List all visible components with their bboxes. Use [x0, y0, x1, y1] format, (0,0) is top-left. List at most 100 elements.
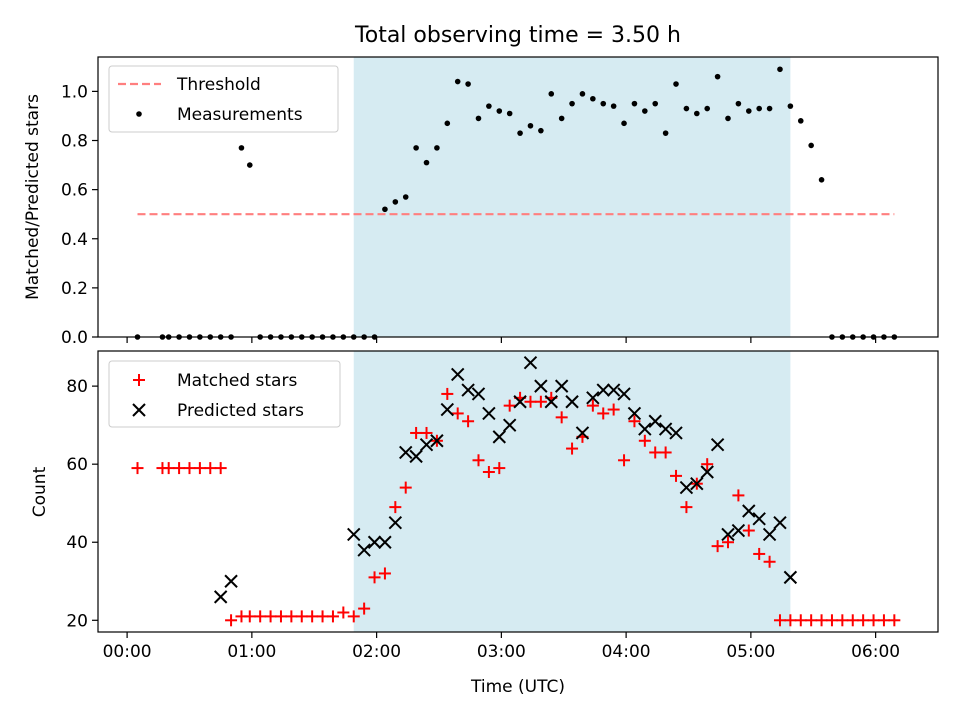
predicted-point: [575, 426, 590, 440]
top-ytick-tick-label: 1.0: [61, 82, 88, 102]
bottom-ytick-tick-label: 80: [66, 377, 88, 397]
xtick-label: 00:00: [103, 642, 152, 662]
matched-point: [399, 481, 412, 494]
measurement-point: [465, 81, 471, 87]
matched-point: [607, 403, 620, 416]
bottom-ytick-tick-label: 20: [66, 611, 88, 631]
matched-point: [295, 610, 308, 623]
matched-point: [243, 610, 256, 623]
matched-point: [254, 610, 267, 623]
measurement-point: [694, 110, 700, 117]
matched-point: [784, 614, 797, 627]
matched-point: [368, 571, 381, 584]
matched-point: [358, 602, 371, 615]
predicted-point: [742, 504, 756, 518]
measurement-point: [238, 145, 245, 151]
legend-threshold-label: Threshold: [176, 75, 261, 95]
matched-point: [306, 610, 319, 623]
bottom-legend: Matched stars Predicted stars: [108, 360, 341, 428]
matched-point: [805, 614, 818, 627]
measurement-point: [517, 130, 523, 136]
measurement-point: [246, 162, 253, 168]
bottom-shaded-interval: [353, 351, 791, 632]
predicted-point: [565, 395, 579, 409]
matched-point: [214, 462, 227, 475]
xtick-label: 03:00: [477, 642, 526, 662]
bottom-y-axis-label: Count: [30, 466, 50, 517]
measurement-point: [392, 199, 399, 205]
top-ytick-tick-label: 0.4: [61, 230, 88, 250]
matched-point: [274, 610, 287, 623]
matched-point: [225, 614, 238, 627]
matched-point: [410, 426, 423, 439]
measurement-point: [548, 91, 555, 97]
matched-point: [659, 446, 672, 459]
measurement-point: [454, 78, 461, 85]
predicted-point: [357, 543, 371, 557]
top-ytick-tick-label: 0.8: [61, 132, 88, 152]
legend-predicted-swatch: [132, 403, 146, 417]
measurement-point: [642, 108, 648, 114]
predicted-point: [762, 527, 777, 542]
predicted-point: [502, 418, 517, 432]
xtick-label: 04:00: [602, 642, 651, 662]
top-ytick-tick-label: 0.2: [61, 279, 88, 299]
xtick-label: 01:00: [227, 642, 276, 662]
predicted-point: [399, 445, 413, 460]
top-ytick-tick-label: 0.0: [61, 328, 88, 348]
predicted-point: [461, 383, 475, 397]
matched-point: [566, 442, 579, 455]
matched-point: [326, 610, 339, 623]
measurement-point: [745, 108, 752, 114]
measurement-point: [766, 105, 773, 112]
predicted-point: [752, 512, 766, 526]
matched-point: [482, 465, 495, 478]
predicted-point: [638, 422, 652, 436]
measurement-point: [610, 103, 617, 109]
matched-point: [420, 426, 433, 439]
matched-point: [597, 407, 610, 420]
top-ytick-tick-label: 0.6: [61, 181, 88, 201]
predicted-point: [450, 367, 465, 382]
matched-point: [680, 501, 693, 514]
measurement-point: [621, 120, 627, 127]
matched-point: [451, 407, 464, 420]
measurement-point: [725, 115, 731, 122]
predicted-point: [627, 406, 642, 421]
predicted-point: [347, 527, 361, 542]
measurement-point: [673, 81, 679, 87]
legend-matched-swatch: [133, 374, 145, 386]
measurement-point: [590, 95, 596, 102]
measurement-point: [787, 103, 794, 109]
matched-point: [193, 462, 206, 475]
matched-point: [742, 524, 755, 537]
predicted-point: [648, 414, 662, 428]
measurement-point: [652, 100, 659, 107]
predicted-point: [367, 535, 382, 549]
top-y-axis-label: Matched/Predicted stars: [23, 94, 43, 300]
measurement-point: [600, 100, 607, 107]
matched-point: [316, 610, 329, 623]
predicted-point: [388, 516, 403, 530]
xtick-label: 06:00: [851, 642, 900, 662]
measurement-point: [569, 100, 575, 107]
predicted-point: [617, 387, 631, 401]
measurement-point: [434, 145, 440, 151]
bottom-predicted-points: [213, 356, 798, 604]
predicted-point: [700, 465, 714, 479]
predicted-point: [224, 574, 238, 588]
legend-measurements-swatch: [136, 111, 142, 117]
top-axes-frame: [97, 56, 939, 338]
top-legend-box: [108, 65, 339, 133]
matched-point: [534, 395, 547, 408]
matched-point: [701, 458, 714, 471]
predicted-point: [554, 379, 569, 393]
predicted-point: [213, 590, 228, 604]
top-panel: 0.0 0.2 0.4 0.6 0.8 1.0 Matched/Predicted sta…: [23, 56, 939, 348]
predicted-point: [669, 426, 683, 440]
predicted-point: [544, 395, 558, 409]
measurement-point: [475, 115, 482, 122]
